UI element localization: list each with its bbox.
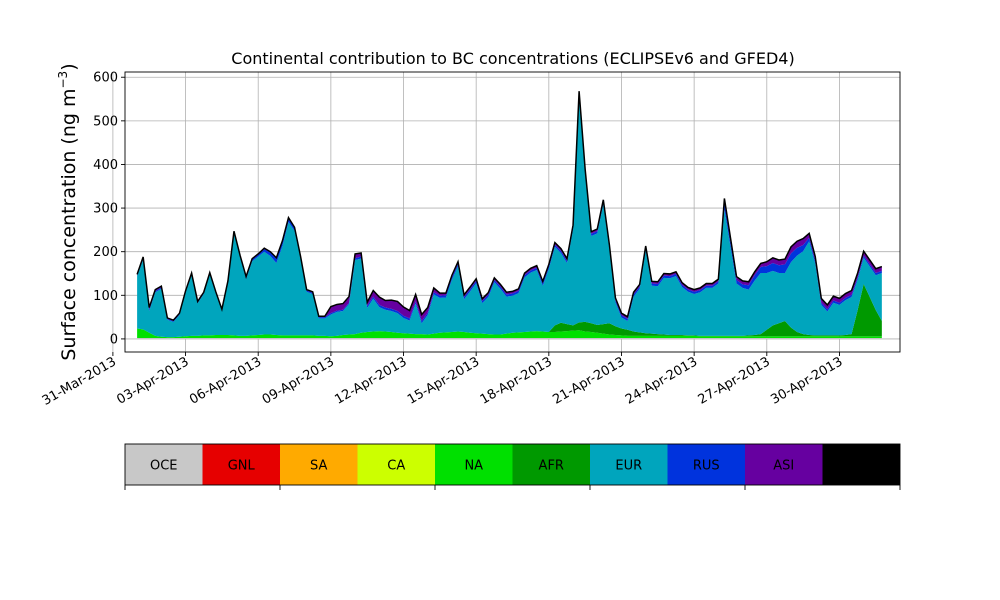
legend-label-afr: AFR — [539, 459, 564, 474]
legend-label-sa: SA — [310, 459, 327, 474]
legend-swatch-ca — [357, 444, 435, 485]
y-tick-label: 500 — [93, 114, 118, 129]
y-tick-label: 400 — [93, 158, 118, 173]
legend-label-asi: ASI — [773, 459, 794, 474]
area-eur — [137, 95, 882, 338]
stacked-areas — [136, 91, 883, 339]
x-tick-label: 03-Apr-2013 — [114, 354, 191, 407]
x-tick-label: 15-Apr-2013 — [405, 354, 482, 407]
x-tick-label: 06-Apr-2013 — [187, 354, 264, 407]
legend-swatch-rus — [667, 444, 745, 485]
legend-swatch-gnl — [202, 444, 280, 485]
legend-label-oce: OCE — [150, 459, 178, 474]
legend-label-gnl: GNL — [228, 459, 256, 474]
y-tick-label: 100 — [93, 289, 118, 304]
y-axis-label-close: ) — [58, 63, 80, 70]
total-line — [136, 91, 883, 322]
x-tick-label: 21-Apr-2013 — [550, 354, 627, 407]
legend-label-rus: RUS — [693, 459, 720, 474]
y-tick-label: 600 — [93, 71, 118, 86]
x-tick-label: 30-Apr-2013 — [768, 354, 845, 407]
legend-swatch-afr — [512, 444, 590, 485]
axes: 0 100 200 300 400 500 600 31-Mar-201303-Apr-201… — [40, 71, 901, 409]
x-tick-label: 27-Apr-2013 — [696, 354, 773, 407]
legend-swatch-asi — [745, 444, 823, 485]
y-axis-label: Surface concentration (ng m−3) — [56, 63, 80, 360]
legend-frame — [124, 443, 901, 486]
legend-label-eur: EUR — [615, 459, 642, 474]
legend-swatch-oce — [125, 444, 203, 485]
legend-swatch-aus — [822, 444, 900, 485]
legend-swatch-eur — [590, 444, 668, 485]
y-axis-label-main: Surface concentration (ng m — [58, 89, 80, 361]
x-tick-label: 09-Apr-2013 — [260, 354, 337, 407]
area-na — [137, 328, 882, 339]
legend-label-ca: CA — [387, 459, 405, 474]
legend: OCE GNL SA CA NA AFR EUR RUS ASI AUS — [124, 443, 901, 490]
legend-swatch-na — [435, 444, 513, 485]
legend-label-aus: AUS — [848, 459, 875, 474]
y-tick-label: 0 — [110, 332, 118, 347]
legend-label-na: NA — [464, 459, 483, 474]
legend-swatch-sa — [280, 444, 358, 485]
x-tick-label: 31-Mar-2013 — [40, 354, 119, 408]
x-tick-label: 24-Apr-2013 — [623, 354, 700, 407]
x-tick-label: 12-Apr-2013 — [332, 354, 409, 407]
y-axis-label-superscript: −3 — [56, 71, 70, 89]
y-tick-label: 300 — [93, 202, 118, 217]
area-oce — [137, 338, 882, 339]
chart-title: Continental contribution to BC concentra… — [231, 49, 794, 68]
x-tick-label: 18-Apr-2013 — [478, 354, 555, 407]
y-tick-label: 200 — [93, 245, 118, 260]
plot-frame — [124, 71, 901, 353]
